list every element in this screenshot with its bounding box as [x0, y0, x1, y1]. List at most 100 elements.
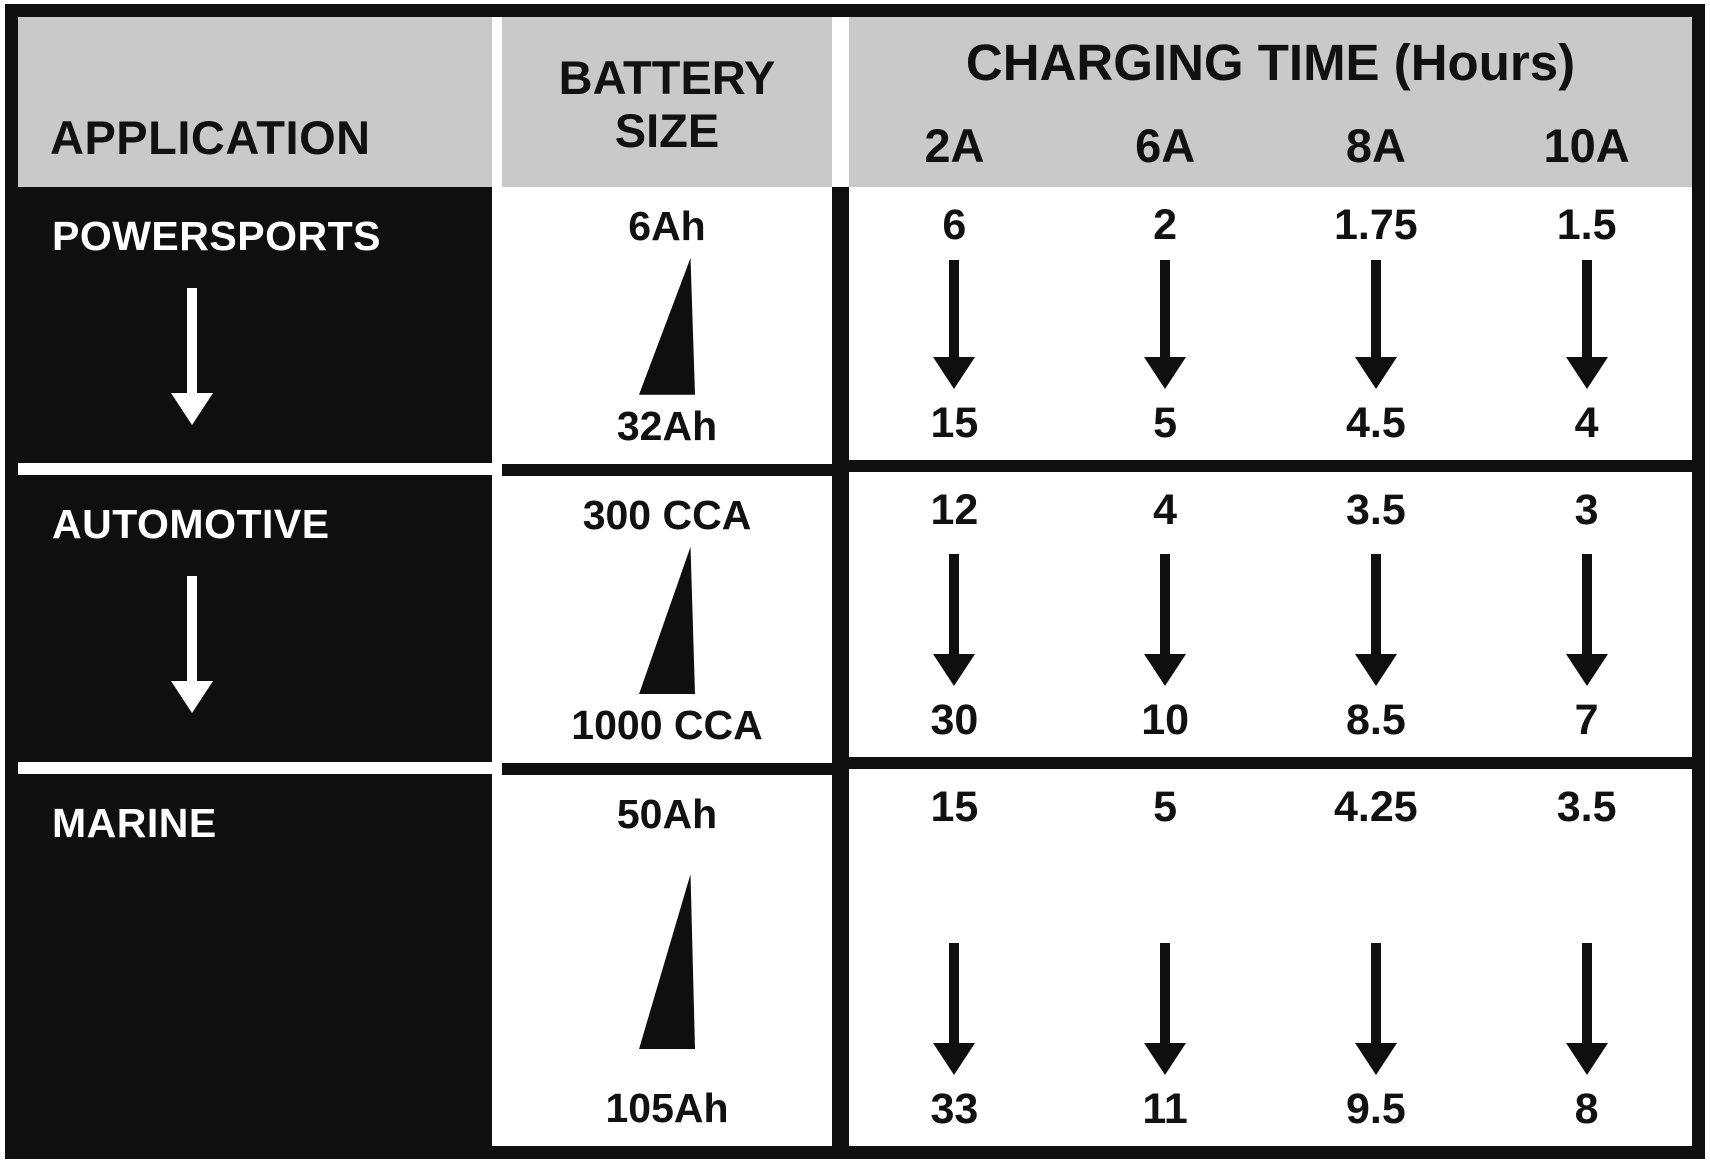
time-cell-8a: 3.5 8.5 [1271, 472, 1482, 757]
row-divider [849, 459, 1692, 472]
row-divider [18, 762, 492, 775]
row-divider [502, 763, 832, 776]
arrow-shaft [949, 260, 960, 357]
down-arrow-icon [1565, 842, 1608, 1075]
arrow-shaft [1370, 553, 1381, 654]
time-max: 4.5 [1345, 398, 1406, 447]
time-max: 4 [1574, 398, 1599, 447]
battery-min: 6Ah [628, 203, 706, 249]
divider-bar [832, 187, 849, 1146]
arrow-shaft [1581, 943, 1592, 1043]
time-min: 3 [1574, 485, 1599, 534]
battery-size-cell-powersports: 6Ah 32Ah [502, 187, 832, 464]
charging-time-row-automotive: 12 30 4 10 3.5 8.5 3 7 [849, 472, 1692, 757]
arrow-shaft [949, 943, 960, 1043]
row-divider [849, 756, 1692, 769]
charging-time-row-powersports: 6 15 2 5 1.75 4.5 1.5 4 [849, 187, 1692, 460]
arrow-shaft [1581, 260, 1592, 357]
down-arrow-icon [1354, 842, 1397, 1075]
application-label: AUTOMOTIVE [52, 501, 330, 548]
arrow-head [1354, 1043, 1397, 1075]
time-cell-6a: 5 11 [1060, 769, 1271, 1146]
arrow-shaft [187, 576, 197, 682]
arrow-shaft [1160, 553, 1171, 654]
down-arrow-icon [1354, 545, 1397, 686]
arrow-shaft [187, 288, 197, 393]
charging-time-column: CHARGING TIME (Hours) 2A 6A 8A 10A 6 15 … [849, 17, 1692, 1146]
arrow-head [933, 653, 976, 686]
battery-max: 1000 CCA [571, 702, 763, 749]
arrow-shaft [1370, 943, 1381, 1043]
time-cell-8a: 1.75 4.5 [1271, 187, 1482, 460]
battery-max: 105Ah [605, 1085, 729, 1132]
arrow-head [1144, 653, 1187, 686]
charging-time-body: 6 15 2 5 1.75 4.5 1.5 4 [849, 187, 1692, 1146]
time-cell-10a: 3 7 [1481, 472, 1692, 757]
time-cell-6a: 2 5 [1060, 187, 1271, 460]
time-min: 5 [1153, 782, 1178, 831]
time-min: 3.5 [1345, 485, 1406, 534]
application-label: POWERSPORTS [52, 213, 381, 259]
application-column: APPLICATION POWERSPORTS AUTOMOTIVE MA [18, 17, 492, 1146]
battery-min: 300 CCA [582, 491, 752, 538]
arrow-head [1354, 356, 1397, 389]
time-cell-2a: 6 15 [849, 187, 1060, 460]
time-min: 2 [1153, 201, 1178, 249]
arrow-head [1144, 1043, 1187, 1075]
time-min: 4.25 [1334, 782, 1418, 831]
down-arrow-icon [1144, 842, 1187, 1075]
time-max: 7 [1574, 695, 1599, 744]
time-cell-6a: 4 10 [1060, 472, 1271, 757]
divider-header-gap [832, 17, 849, 187]
range-wedge-icon [639, 258, 695, 395]
battery-size-header: BATTERY SIZE [502, 17, 832, 187]
arrow-head [1565, 1043, 1608, 1075]
charging-time-header: CHARGING TIME (Hours) 2A 6A 8A 10A [849, 17, 1692, 187]
battery-size-body: 6Ah 32Ah 300 CCA 1000 CCA 50Ah 105Ah [502, 187, 832, 1146]
range-wedge-icon [639, 874, 695, 1050]
arrow-shaft [1160, 943, 1171, 1043]
application-label: MARINE [52, 800, 217, 847]
arrow-shaft [1160, 260, 1171, 357]
down-arrow-icon [933, 260, 976, 389]
time-cell-2a: 12 30 [849, 472, 1060, 757]
time-max: 11 [1142, 1085, 1188, 1133]
arrow-head [171, 681, 213, 714]
time-max: 10 [1141, 695, 1190, 744]
range-wedge-icon [639, 546, 695, 695]
time-cell-2a: 15 33 [849, 769, 1060, 1146]
vertical-divider [832, 17, 849, 1146]
time-min: 12 [930, 485, 979, 534]
down-arrow-icon [1565, 545, 1608, 686]
battery-charging-time-table: APPLICATION POWERSPORTS AUTOMOTIVE MA [5, 4, 1705, 1159]
time-max: 9.5 [1345, 1085, 1406, 1133]
time-min: 6 [942, 201, 967, 249]
down-arrow-icon [933, 545, 976, 686]
time-max: 5 [1153, 398, 1178, 447]
arrow-head [1565, 653, 1608, 686]
arrow-head [933, 356, 976, 389]
down-arrow-icon [1144, 545, 1187, 686]
application-cell-powersports: POWERSPORTS [18, 187, 492, 463]
arrow-shaft [1581, 553, 1592, 654]
application-header-label: APPLICATION [50, 111, 371, 164]
amp-label-8a: 8A [1345, 119, 1406, 172]
arrow-shaft [1370, 260, 1381, 357]
time-max: 8 [1574, 1085, 1599, 1133]
time-cell-8a: 4.25 9.5 [1271, 769, 1482, 1146]
down-arrow-icon [170, 576, 214, 714]
battery-size-column: BATTERY SIZE 6Ah 32Ah 300 CCA 1000 CCA 5… [502, 17, 832, 1146]
battery-size-cell-marine: 50Ah 105Ah [502, 775, 832, 1146]
row-divider [502, 463, 832, 476]
battery-size-header-line2: SIZE [614, 104, 720, 157]
time-min: 1.75 [1334, 201, 1418, 249]
down-arrow-icon [1354, 260, 1397, 389]
time-max: 30 [930, 695, 979, 744]
battery-max: 32Ah [616, 402, 718, 449]
battery-min: 50Ah [616, 791, 718, 838]
application-header: APPLICATION [18, 17, 492, 187]
time-min: 4 [1153, 485, 1178, 534]
arrow-head [933, 1043, 976, 1075]
down-arrow-icon [170, 288, 214, 425]
column-gap [492, 17, 502, 1146]
